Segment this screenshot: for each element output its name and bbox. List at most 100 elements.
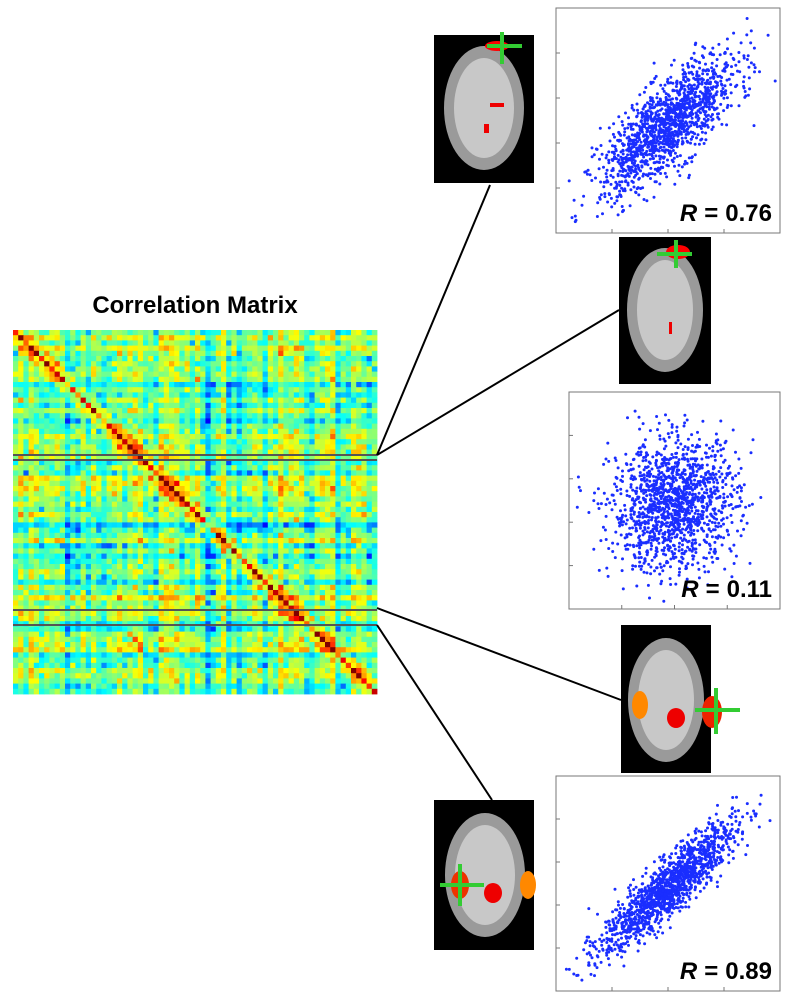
matrix-cell (127, 559, 133, 565)
matrix-cell (190, 486, 196, 492)
matrix-cell (122, 387, 128, 393)
matrix-cell (341, 491, 347, 497)
matrix-cell (49, 600, 55, 606)
matrix-cell (34, 689, 40, 695)
matrix-cell (169, 361, 175, 367)
matrix-cell (34, 554, 40, 560)
matrix-cell (320, 439, 326, 445)
matrix-cell (242, 580, 248, 586)
matrix-cell (263, 444, 269, 450)
matrix-cell (247, 335, 253, 341)
matrix-cell (252, 502, 258, 508)
matrix-cell (367, 392, 373, 398)
matrix-cell (231, 377, 237, 383)
matrix-cell (372, 387, 378, 393)
matrix-cell (309, 366, 315, 372)
matrix-cell (86, 585, 92, 591)
matrix-cell (29, 559, 35, 565)
matrix-cell (190, 434, 196, 440)
matrix-cell (75, 507, 81, 513)
matrix-cell (122, 361, 128, 367)
matrix-cell (55, 429, 61, 435)
matrix-cell (216, 408, 222, 414)
matrix-cell (60, 647, 66, 653)
matrix-cell (101, 351, 107, 357)
matrix-cell (75, 481, 81, 487)
matrix-cell (195, 626, 201, 632)
matrix-cell (294, 663, 300, 669)
matrix-cell (304, 465, 310, 471)
matrix-cell (138, 392, 144, 398)
matrix-cell (226, 658, 232, 664)
matrix-cell (143, 548, 149, 554)
matrix-cell (289, 382, 295, 388)
matrix-cell (257, 335, 263, 341)
matrix-cell (237, 476, 243, 482)
matrix-cell (169, 538, 175, 544)
matrix-cell (49, 372, 55, 378)
matrix-cell (372, 377, 378, 383)
matrix-cell (70, 548, 76, 554)
matrix-cell (143, 424, 149, 430)
matrix-cell (211, 528, 217, 534)
matrix-cell (91, 340, 97, 346)
matrix-cell (304, 418, 310, 424)
matrix-cell (70, 470, 76, 476)
matrix-cell (122, 507, 128, 513)
matrix-cell (330, 668, 336, 674)
matrix-cell (159, 637, 165, 643)
matrix-cell (101, 626, 107, 632)
matrix-cell (226, 486, 232, 492)
matrix-cell (309, 434, 315, 440)
matrix-cell (117, 465, 123, 471)
matrix-cell (205, 356, 211, 362)
matrix-cell (70, 486, 76, 492)
matrix-cell (60, 429, 66, 435)
matrix-cell (117, 637, 123, 643)
matrix-cell (309, 413, 315, 419)
matrix-cell (237, 538, 243, 544)
matrix-cell (372, 335, 378, 341)
matrix-cell (112, 595, 118, 601)
matrix-cell (117, 652, 123, 658)
matrix-cell (356, 382, 362, 388)
matrix-cell (138, 408, 144, 414)
matrix-cell (138, 434, 144, 440)
matrix-cell (257, 569, 263, 575)
matrix-cell (122, 366, 128, 372)
matrix-cell (117, 632, 123, 638)
matrix-cell (169, 689, 175, 695)
matrix-cell (133, 507, 139, 513)
matrix-cell (96, 356, 102, 362)
matrix-cell (174, 632, 180, 638)
matrix-cell (39, 595, 45, 601)
matrix-cell (299, 522, 305, 528)
matrix-cell (351, 616, 357, 622)
matrix-cell (247, 330, 253, 336)
matrix-cell (367, 366, 373, 372)
matrix-cell (335, 444, 341, 450)
matrix-cell (361, 554, 367, 560)
matrix-cell (23, 372, 29, 378)
matrix-cell (216, 580, 222, 586)
matrix-cell (133, 429, 139, 435)
matrix-cell (143, 673, 149, 679)
matrix-cell (55, 392, 61, 398)
matrix-cell (29, 626, 35, 632)
matrix-cell (127, 434, 133, 440)
matrix-cell (195, 429, 201, 435)
matrix-cell (216, 372, 222, 378)
matrix-cell (55, 439, 61, 445)
matrix-cell (315, 517, 321, 523)
matrix-cell (153, 491, 159, 497)
matrix-cell (195, 507, 201, 513)
matrix-cell (81, 616, 87, 622)
matrix-cell (34, 470, 40, 476)
matrix-cell (252, 340, 258, 346)
matrix-cell (81, 517, 87, 523)
matrix-cell (195, 538, 201, 544)
matrix-cell (190, 387, 196, 393)
matrix-cell (247, 580, 253, 586)
matrix-cell (169, 517, 175, 523)
matrix-cell (117, 668, 123, 674)
